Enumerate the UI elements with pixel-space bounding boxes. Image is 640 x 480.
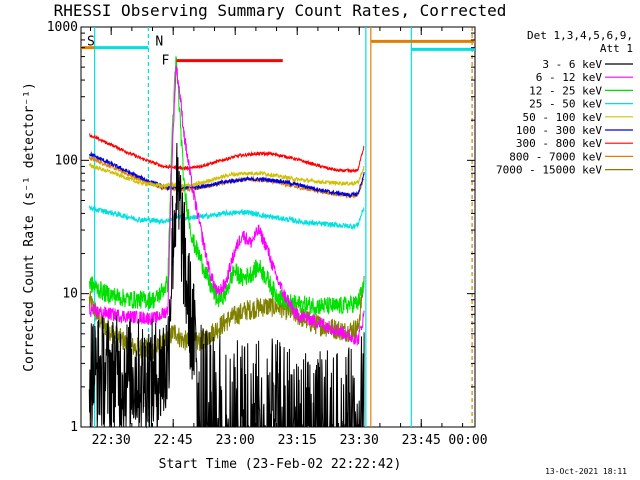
chart-title: RHESSI Observing Summary Count Rates, Co…: [54, 1, 507, 20]
x-tick-label: 23:00: [216, 433, 255, 448]
series-lines: [88, 56, 365, 429]
series-line: [88, 133, 365, 174]
x-tick-label: 23:45: [402, 433, 441, 448]
y-tick-label: 1: [70, 420, 78, 435]
axes: 1 10 100 1000 22:30 22:45 23:00 23:15 23:30 23:45…: [47, 20, 488, 448]
y-tick-label: 1000: [47, 20, 78, 35]
legend-label: 12 - 25 keV: [529, 84, 602, 97]
flag-label: S: [87, 35, 95, 50]
legend-header: Det 1,3,4,5,6,9,: [527, 29, 633, 42]
series-line: [88, 205, 365, 231]
series-line: [88, 150, 365, 199]
legend-label: 100 - 300 keV: [516, 124, 602, 137]
x-tick-label: 23:30: [340, 433, 379, 448]
x-tick-label: 22:30: [92, 433, 131, 448]
x-tick-label: 23:15: [278, 433, 317, 448]
x-tick-label: 22:45: [154, 433, 193, 448]
flag-label: N: [155, 35, 163, 50]
series-line: [88, 56, 365, 315]
legend-label: 7000 - 15000 keV: [496, 164, 602, 177]
footer-date: 13-Oct-2021 18:11: [545, 467, 627, 476]
series-line: [88, 65, 365, 346]
legend-att: Att 1: [600, 42, 633, 55]
legend-label: 800 - 7000 keV: [509, 150, 602, 163]
series-line: [88, 275, 365, 360]
legend-label: 6 - 12 keV: [536, 71, 603, 84]
flag-markers: S NF: [81, 35, 475, 69]
legend-label: 50 - 100 keV: [523, 111, 603, 124]
series-line: [88, 162, 365, 190]
y-tick-label: 100: [55, 153, 78, 168]
legend-label: 25 - 50 keV: [529, 98, 602, 111]
x-axis-label: Start Time (23-Feb-02 22:22:42): [159, 457, 402, 472]
y-tick-label: 10: [62, 287, 78, 302]
series-line: [88, 142, 365, 429]
y-axis-label: Corrected Count Rate (s⁻¹ detector⁻¹): [22, 82, 37, 372]
x-tick-label: 00:00: [448, 433, 487, 448]
legend-label: 300 - 800 keV: [516, 137, 602, 150]
legend-label: 3 - 6 keV: [542, 58, 602, 71]
flag-label: F: [162, 54, 170, 69]
